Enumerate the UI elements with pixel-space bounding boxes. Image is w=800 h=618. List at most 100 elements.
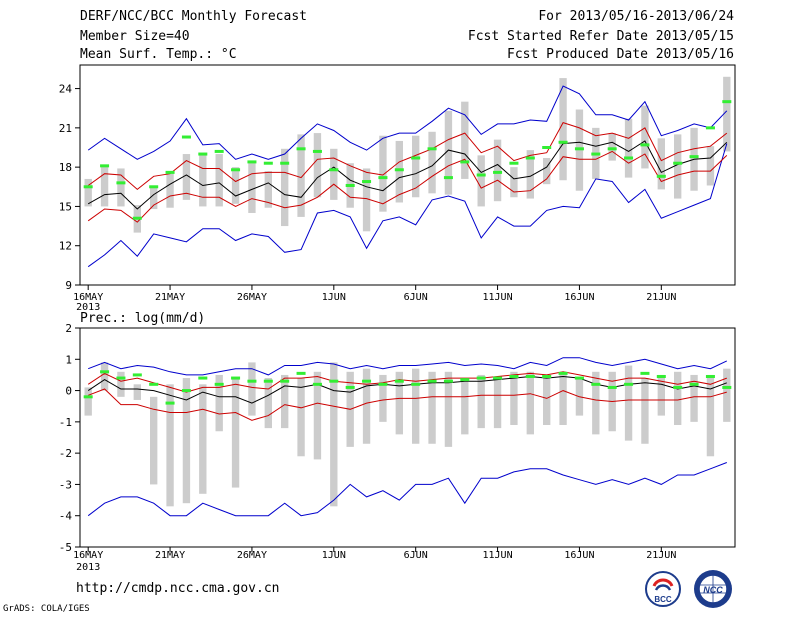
observed-marker [443, 176, 453, 180]
ensemble-box [706, 374, 715, 457]
observed-marker [149, 185, 159, 189]
observed-marker [427, 379, 437, 383]
ensemble-box [182, 154, 191, 200]
observed-marker [427, 147, 437, 151]
observed-marker [476, 376, 486, 380]
ensemble-box [231, 378, 240, 488]
ensemble-box [690, 374, 698, 422]
observed-marker [542, 146, 552, 149]
spread-lower-line [88, 388, 727, 421]
fcst-started-date: Fcst Started Refer Date 2013/05/15 [467, 29, 734, 44]
observed-marker [509, 374, 519, 378]
ensemble-box [330, 362, 338, 507]
ensemble-box [592, 371, 600, 435]
observed-marker [411, 382, 421, 386]
plot-frame [79, 327, 736, 548]
ensemble-box [297, 134, 305, 217]
ensemble-box [510, 371, 518, 425]
ensemble-box [624, 365, 633, 441]
observed-marker [165, 170, 175, 174]
x-tick-label: 11JUN [483, 292, 513, 303]
chart-panel-1: 9 12 15 18 21 24 16MAY 21MAY 26MAY 1JUN 6JUN 11JUN 1… [59, 64, 736, 313]
observed-marker [312, 149, 322, 153]
ensemble-box [362, 368, 371, 444]
x-tick-label: 21JUN [646, 292, 676, 303]
ensemble-box [379, 135, 387, 212]
ensemble-box [281, 374, 289, 429]
x-tick-label: 1JUN [322, 292, 346, 303]
ensemble-box [84, 387, 92, 416]
ensemble-box [150, 186, 158, 210]
ensemble-box [477, 155, 485, 207]
ensemble-box [624, 118, 633, 178]
ensemble-box [493, 378, 502, 429]
y-tick-label: -2 [59, 447, 72, 460]
forecast-period: For 2013/05/16-2013/06/24 [538, 9, 734, 24]
observed-marker [100, 370, 110, 374]
observed-marker [705, 126, 715, 130]
observed-marker [214, 149, 224, 153]
x-tick-label: 16MAY [73, 550, 103, 561]
observed-marker [116, 181, 126, 185]
ensemble-box [248, 362, 256, 416]
ensemble-box [543, 374, 551, 425]
y-tick-label: 12 [59, 240, 72, 253]
observed-marker [509, 161, 519, 165]
observed-marker [231, 168, 241, 172]
ensemble-box [395, 140, 403, 203]
observed-marker [329, 379, 339, 383]
observed-marker [656, 374, 666, 378]
ensemble-box [117, 168, 125, 207]
grads-credit: GrADS: COLA/IGES [3, 604, 90, 614]
ensemble-box [477, 374, 485, 429]
observed-marker [296, 371, 306, 375]
ensemble-box [510, 167, 518, 198]
observed-marker [198, 376, 208, 380]
variable-label: Mean Surf. Temp.: °C [80, 47, 237, 62]
ncc-logo-text: NCC [703, 585, 723, 595]
observed-marker [574, 376, 584, 380]
ensemble-box [461, 101, 469, 179]
source-url[interactable]: http://cmdp.ncc.cma.gov.cn [76, 581, 280, 596]
observed-marker [574, 147, 584, 151]
observed-marker [181, 389, 191, 393]
observed-marker [656, 174, 666, 178]
observed-marker [181, 135, 191, 139]
ensemble-box [526, 371, 534, 435]
observed-marker [525, 374, 535, 378]
ensemble-box [166, 384, 174, 507]
x-tick-label: 11JUN [483, 550, 513, 561]
observed-marker [558, 140, 568, 144]
observed-marker [263, 379, 273, 383]
observed-marker [231, 376, 241, 380]
ensemble-box [526, 150, 534, 199]
ensemble-box [313, 133, 322, 198]
spread-upper-line [87, 371, 727, 393]
observed-marker [83, 185, 93, 189]
spread-lower-line [87, 150, 728, 223]
observed-marker [132, 373, 142, 377]
ensemble-box [182, 378, 191, 504]
ensemble-box [657, 138, 665, 190]
ensemble-box [461, 378, 469, 435]
x-tick-label: 21MAY [155, 292, 185, 303]
y-tick-label: -1 [59, 416, 72, 429]
observed-marker [411, 156, 421, 160]
observed-marker [476, 173, 486, 177]
observed-marker [394, 168, 404, 172]
observed-marker [591, 382, 601, 386]
observed-marker [345, 183, 355, 187]
bcc-logo: BCC [644, 570, 682, 608]
observed-marker [722, 385, 732, 389]
ensemble-box [313, 371, 322, 460]
x-tick-label: 26MAY [237, 550, 267, 561]
x-tick-label: 1JUN [322, 550, 346, 561]
observed-marker [247, 379, 257, 383]
observed-marker [689, 382, 699, 386]
observed-marker [214, 382, 224, 386]
observed-marker [312, 382, 322, 386]
x-tick-label: 21JUN [646, 550, 676, 561]
ensemble-box [543, 157, 551, 185]
observed-marker [673, 161, 683, 165]
